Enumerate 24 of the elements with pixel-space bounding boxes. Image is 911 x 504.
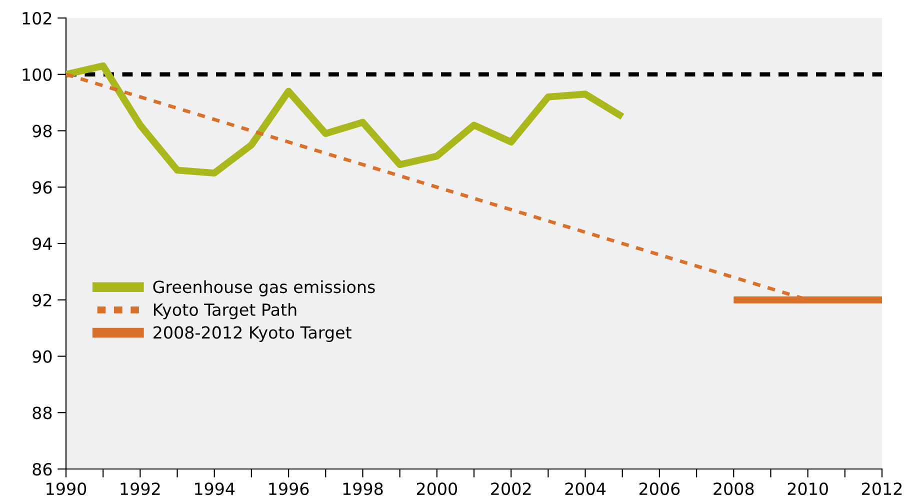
y-tick-label: 86: [32, 462, 52, 476]
y-tick-label: 92: [32, 294, 52, 306]
y-tick-label: 96: [32, 181, 52, 194]
x-tick-label: 1998: [343, 482, 383, 496]
legend-label: 2008-2012 Kyoto Target: [154, 326, 352, 342]
y-tick-label: 100: [22, 68, 52, 81]
y-tick-label: 98: [32, 124, 52, 138]
x-tick-label: 1994: [194, 482, 235, 496]
x-tick-label: 2000: [416, 482, 458, 496]
y-tick-label: 88: [32, 406, 52, 420]
x-tick-label: 1996: [269, 482, 309, 496]
y-tick-label: 90: [32, 350, 52, 363]
x-tick-label: 2002: [491, 482, 531, 496]
y-tick-label: 94: [32, 237, 52, 250]
legend-label: Greenhouse gas emissions: [153, 280, 375, 296]
x-tick-label: 1990: [46, 482, 86, 496]
x-tick-label: 1992: [120, 482, 160, 496]
x-tick-label: 2008: [714, 482, 754, 496]
x-tick-label: 2010: [788, 482, 828, 496]
legend-label: Kyoto Target Path: [154, 303, 296, 320]
x-tick-label: 2012: [862, 482, 902, 496]
x-tick-label: 2004: [565, 482, 606, 496]
y-tick-label: 102: [22, 12, 52, 25]
x-tick-label: 2006: [639, 482, 680, 496]
